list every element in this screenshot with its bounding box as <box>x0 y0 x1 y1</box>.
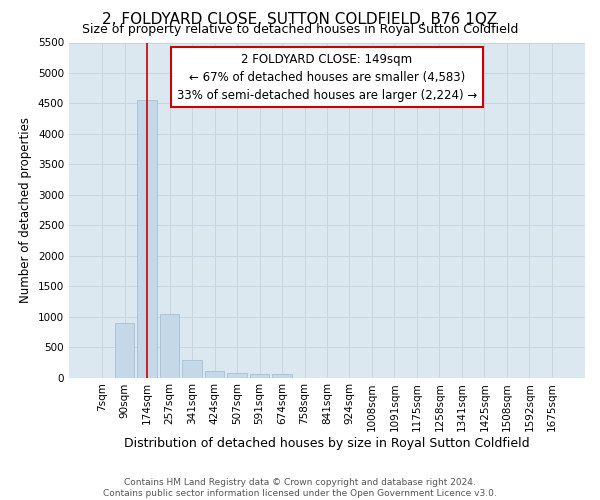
Text: Size of property relative to detached houses in Royal Sutton Coldfield: Size of property relative to detached ho… <box>82 22 518 36</box>
Bar <box>272 374 292 378</box>
Bar <box>182 360 202 378</box>
Text: Contains HM Land Registry data © Crown copyright and database right 2024.
Contai: Contains HM Land Registry data © Crown c… <box>103 478 497 498</box>
Bar <box>115 324 134 378</box>
Bar <box>250 374 269 378</box>
Bar <box>137 100 157 378</box>
Bar <box>160 314 179 378</box>
Text: 2 FOLDYARD CLOSE: 149sqm
← 67% of detached houses are smaller (4,583)
33% of sem: 2 FOLDYARD CLOSE: 149sqm ← 67% of detach… <box>177 52 477 102</box>
X-axis label: Distribution of detached houses by size in Royal Sutton Coldfield: Distribution of detached houses by size … <box>124 436 530 450</box>
Bar <box>205 372 224 378</box>
Bar <box>227 373 247 378</box>
Text: 2, FOLDYARD CLOSE, SUTTON COLDFIELD, B76 1QZ: 2, FOLDYARD CLOSE, SUTTON COLDFIELD, B76… <box>103 12 497 28</box>
Y-axis label: Number of detached properties: Number of detached properties <box>19 117 32 303</box>
